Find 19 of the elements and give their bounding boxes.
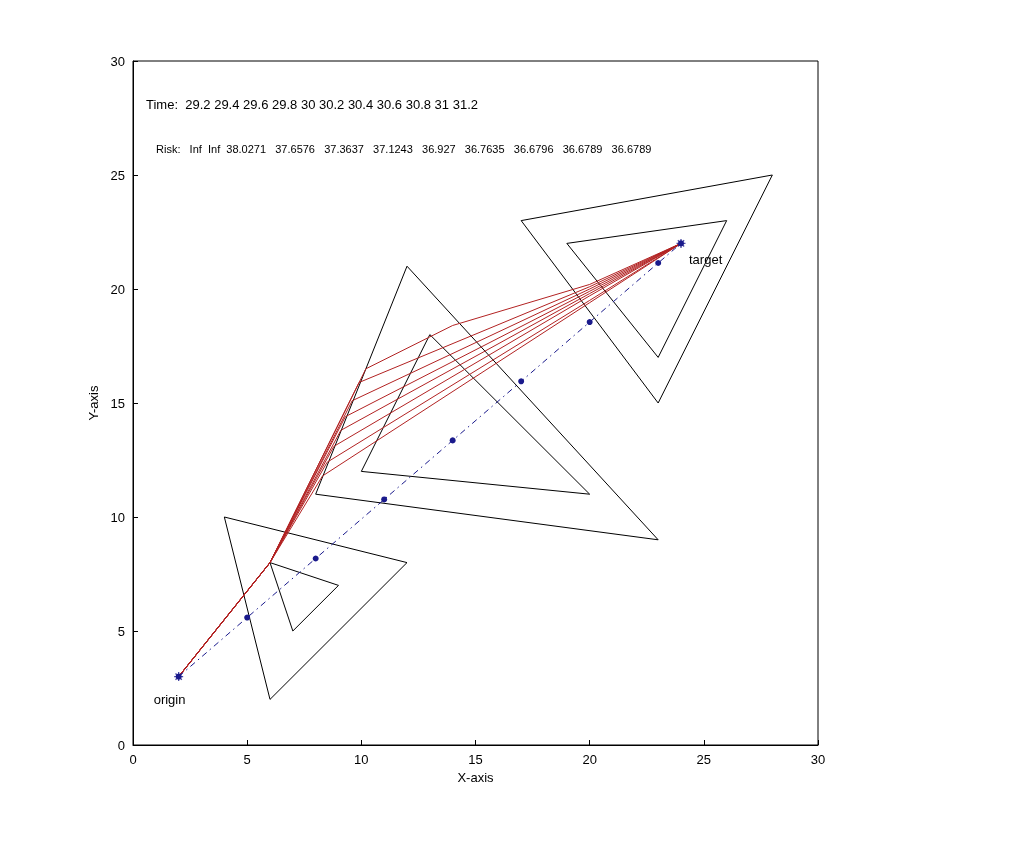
y-tick-label: 5 [117,623,125,639]
x-tick-label: 5 [243,752,251,767]
annotation: Time: 29.2 29.4 29.6 29.8 30 30.2 30.4 30.6 30.8 31 31.2 [146,97,478,112]
y-axis-title: Y-axis [85,385,101,421]
annotation: Risk: Inf Inf 38.0271 37.6576 37.3637 37.1243 36.927 36.7635 36.6796 36.6789 36.6789 [156,142,652,155]
y-tick-label: 10 [110,509,125,525]
y-tick-label: 0 [117,737,125,753]
x-tick-label: 25 [696,752,712,767]
x-tick-label: 30 [810,752,826,767]
y-tick-label: 15 [110,395,125,411]
x-tick-label: 0 [129,752,137,767]
y-tick-label: 20 [110,281,125,297]
x-axis-title: X-axis [457,769,495,785]
y-tick-label: 30 [110,53,125,69]
y-tick-label: 25 [110,167,125,183]
annotation: origin [153,691,186,707]
x-tick-label: 20 [582,752,597,767]
x-tick-label: 10 [354,752,369,767]
x-tick-label: 15 [468,752,483,767]
